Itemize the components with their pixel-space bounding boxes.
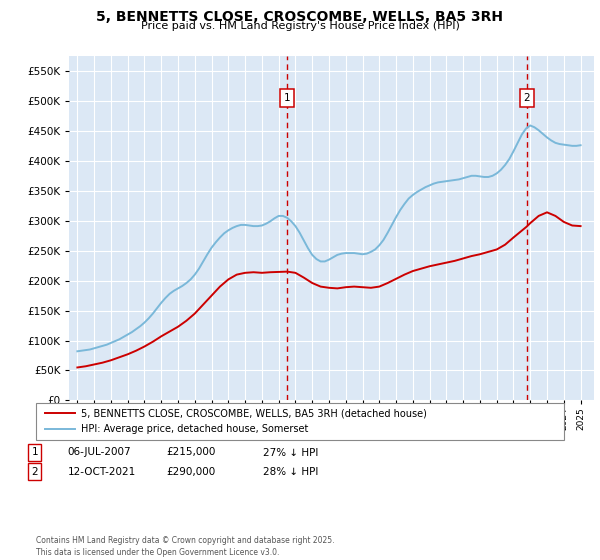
Text: Contains HM Land Registry data © Crown copyright and database right 2025.
This d: Contains HM Land Registry data © Crown c… <box>36 536 335 557</box>
Text: 5, BENNETTS CLOSE, CROSCOMBE, WELLS, BA5 3RH: 5, BENNETTS CLOSE, CROSCOMBE, WELLS, BA5… <box>97 10 503 24</box>
Text: 27% ↓ HPI: 27% ↓ HPI <box>263 447 318 458</box>
Text: 1: 1 <box>31 447 38 458</box>
Text: 1: 1 <box>284 93 290 103</box>
Text: 2: 2 <box>523 93 530 103</box>
Text: 28% ↓ HPI: 28% ↓ HPI <box>263 466 318 477</box>
Text: HPI: Average price, detached house, Somerset: HPI: Average price, detached house, Some… <box>81 424 308 435</box>
Text: £290,000: £290,000 <box>167 466 216 477</box>
Text: 5, BENNETTS CLOSE, CROSCOMBE, WELLS, BA5 3RH (detached house): 5, BENNETTS CLOSE, CROSCOMBE, WELLS, BA5… <box>81 408 427 418</box>
Text: Price paid vs. HM Land Registry's House Price Index (HPI): Price paid vs. HM Land Registry's House … <box>140 21 460 31</box>
Text: 12-OCT-2021: 12-OCT-2021 <box>68 466 136 477</box>
Text: £215,000: £215,000 <box>167 447 216 458</box>
Text: 06-JUL-2007: 06-JUL-2007 <box>68 447 131 458</box>
Text: 2: 2 <box>31 466 38 477</box>
